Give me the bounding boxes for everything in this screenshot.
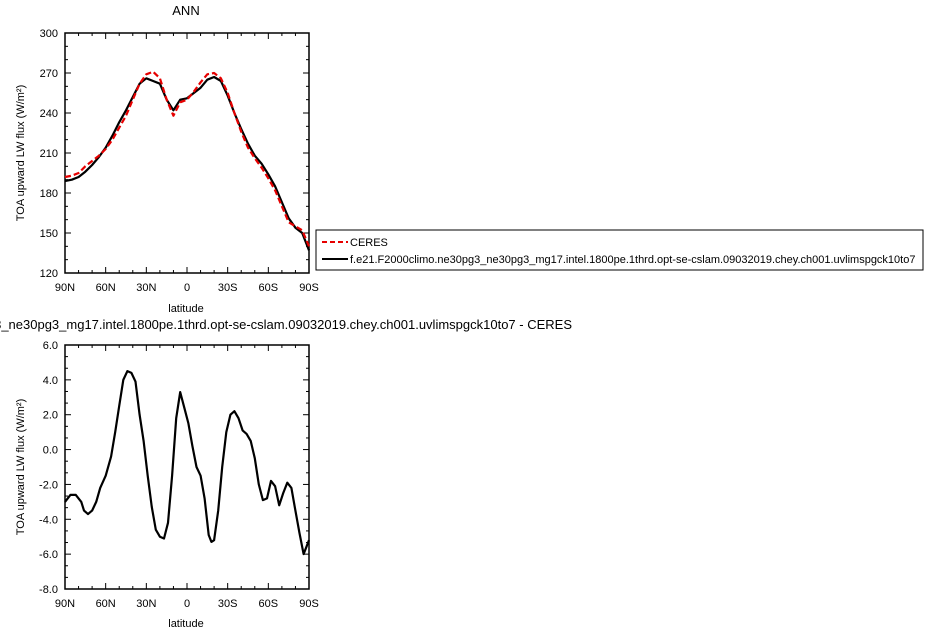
legend-label-model: f.e21.F2000climo.ne30pg3_ne30pg3_mg17.in…: [350, 254, 915, 266]
x-tick-label: 60N: [96, 598, 116, 610]
y-tick-label: 300: [40, 28, 58, 40]
top-y-ticks: 120 150 180 210 240 270 300: [40, 28, 309, 280]
y-tick-label: 270: [40, 68, 58, 80]
x-tick-label: 0: [184, 282, 190, 294]
x-tick-label: 60S: [259, 282, 279, 294]
legend: CERES f.e21.F2000climo.ne30pg3_ne30pg3_m…: [315, 229, 924, 271]
y-tick-label: 6.0: [43, 340, 58, 352]
bottom-x-axis-label: latitude: [168, 618, 203, 630]
y-tick-label: 240: [40, 108, 58, 120]
series-line-model: [64, 75, 311, 251]
bottom-plot-frame: [64, 344, 310, 590]
legend-box: [315, 229, 924, 271]
bottom-panel: f.e21.F2000climo.ne30pg3_ne30pg3_mg17.in…: [0, 317, 572, 630]
y-tick-label: 4.0: [43, 375, 58, 387]
bottom-chart-title: f.e21.F2000climo.ne30pg3_ne30pg3_mg17.in…: [0, 317, 572, 332]
legend-label-ceres: CERES: [350, 237, 388, 249]
top-y-axis-label: TOA upward LW flux (W/m²): [15, 85, 27, 222]
top-x-ticks: 90N 60N 30N 0 30S 60S 90S: [55, 33, 319, 294]
y-tick-label: -8.0: [39, 584, 58, 596]
series-line-ceres: [64, 70, 311, 247]
y-tick-label: 180: [40, 188, 58, 200]
x-tick-label: 90S: [299, 598, 319, 610]
bottom-y-axis-label: TOA upward LW flux (W/m²): [15, 399, 27, 536]
bottom-series-lines: [64, 370, 311, 556]
top-chart-title: ANN: [172, 3, 199, 18]
x-tick-label: 60N: [96, 282, 116, 294]
series-line-model: [64, 370, 311, 556]
top-series-lines: [64, 70, 311, 251]
x-tick-label: 90N: [55, 598, 75, 610]
y-tick-label: -4.0: [39, 514, 58, 526]
bottom-x-ticks: 90N 60N 30N 0 30S 60S 90S: [55, 345, 319, 610]
y-tick-label: 2.0: [43, 410, 58, 422]
x-tick-label: 30N: [136, 282, 156, 294]
bottom-y-ticks: -8.0 -6.0 -4.0 -2.0 0.0 2.0 4.0 6.0: [39, 340, 309, 596]
y-tick-label: 150: [40, 228, 58, 240]
y-tick-label: -6.0: [39, 549, 58, 561]
top-x-axis-label: latitude: [168, 303, 203, 315]
y-tick-label: 0.0: [43, 445, 58, 457]
x-tick-label: 90S: [299, 282, 319, 294]
top-panel: ANN 120 150 180 210 240 270 300 90N 60N 30N 0 30S 6…: [15, 3, 319, 315]
x-tick-label: 0: [184, 598, 190, 610]
x-tick-label: 90N: [55, 282, 75, 294]
x-tick-label: 30S: [218, 282, 238, 294]
y-tick-label: 120: [40, 268, 58, 280]
x-tick-label: 30N: [136, 598, 156, 610]
x-tick-label: 60S: [259, 598, 279, 610]
y-tick-label: 210: [40, 148, 58, 160]
y-tick-label: -2.0: [39, 479, 58, 491]
x-tick-label: 30S: [218, 598, 238, 610]
